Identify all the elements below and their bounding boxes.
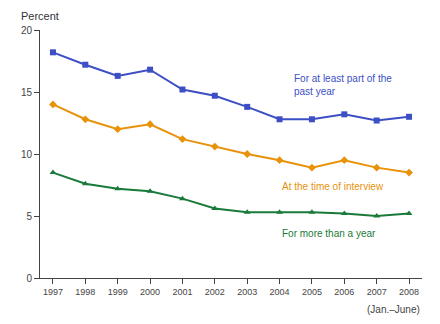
svg-text:2004: 2004: [270, 287, 290, 297]
svg-text:2000: 2000: [140, 287, 160, 297]
svg-text:Percent: Percent: [21, 10, 59, 22]
svg-text:15: 15: [21, 87, 33, 98]
svg-text:1997: 1997: [43, 287, 63, 297]
svg-text:For more than a year: For more than a year: [282, 228, 376, 239]
svg-text:20: 20: [21, 25, 33, 36]
svg-text:10: 10: [21, 149, 33, 160]
svg-text:1998: 1998: [75, 287, 95, 297]
svg-text:2002: 2002: [205, 287, 225, 297]
svg-text:5: 5: [26, 211, 32, 222]
svg-text:(Jan.–June): (Jan.–June): [367, 304, 420, 315]
svg-text:For at least part of thepast y: For at least part of thepast year: [294, 73, 392, 97]
svg-text:2006: 2006: [334, 287, 354, 297]
svg-text:1999: 1999: [108, 287, 128, 297]
svg-text:2005: 2005: [302, 287, 322, 297]
svg-text:2001: 2001: [172, 287, 192, 297]
svg-text:0: 0: [26, 273, 32, 284]
svg-text:At the time of interview: At the time of interview: [282, 181, 384, 192]
svg-text:2003: 2003: [237, 287, 257, 297]
svg-text:2008: 2008: [399, 287, 419, 297]
svg-text:2007: 2007: [367, 287, 387, 297]
